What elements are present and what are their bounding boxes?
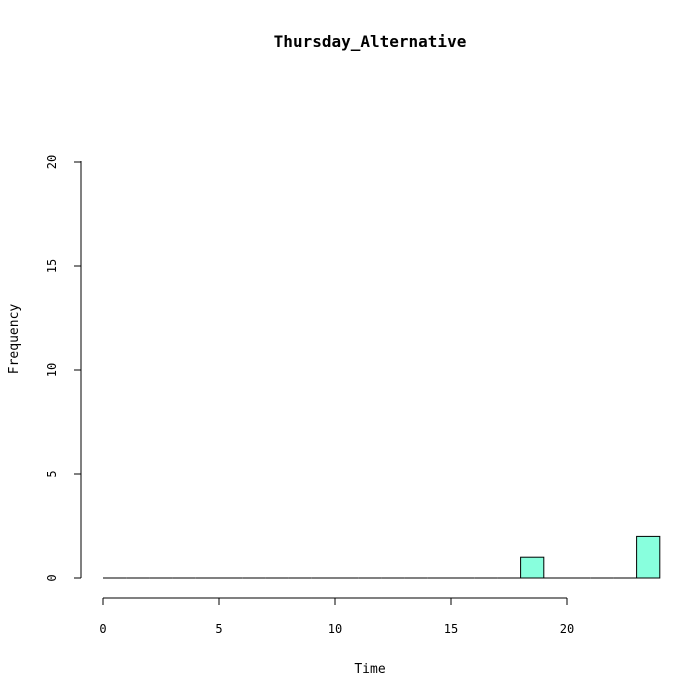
bars-group bbox=[103, 535, 661, 579]
y-tick-label: 10 bbox=[45, 363, 59, 377]
y-axis-label: Frequency bbox=[7, 304, 22, 375]
y-tick-label: 15 bbox=[45, 259, 59, 273]
chart-title: Thursday_Alternative bbox=[274, 32, 467, 51]
y-tick-label: 20 bbox=[45, 155, 59, 169]
x-axis-label: Time bbox=[354, 662, 385, 677]
y-tick-label: 0 bbox=[45, 574, 59, 581]
x-tick-label: 15 bbox=[444, 622, 458, 636]
x-tick-label: 10 bbox=[328, 622, 342, 636]
x-tick-label: 20 bbox=[560, 622, 574, 636]
y-tick-label: 5 bbox=[45, 470, 59, 477]
x-axis-ticks: 0 5 10 15 20 bbox=[99, 598, 574, 636]
histogram-bar bbox=[636, 535, 661, 579]
x-tick-label: 5 bbox=[215, 622, 222, 636]
x-tick-label: 0 bbox=[99, 622, 106, 636]
y-axis-ticks: 0 5 10 15 20 bbox=[45, 155, 81, 582]
histogram-bar bbox=[520, 556, 545, 579]
